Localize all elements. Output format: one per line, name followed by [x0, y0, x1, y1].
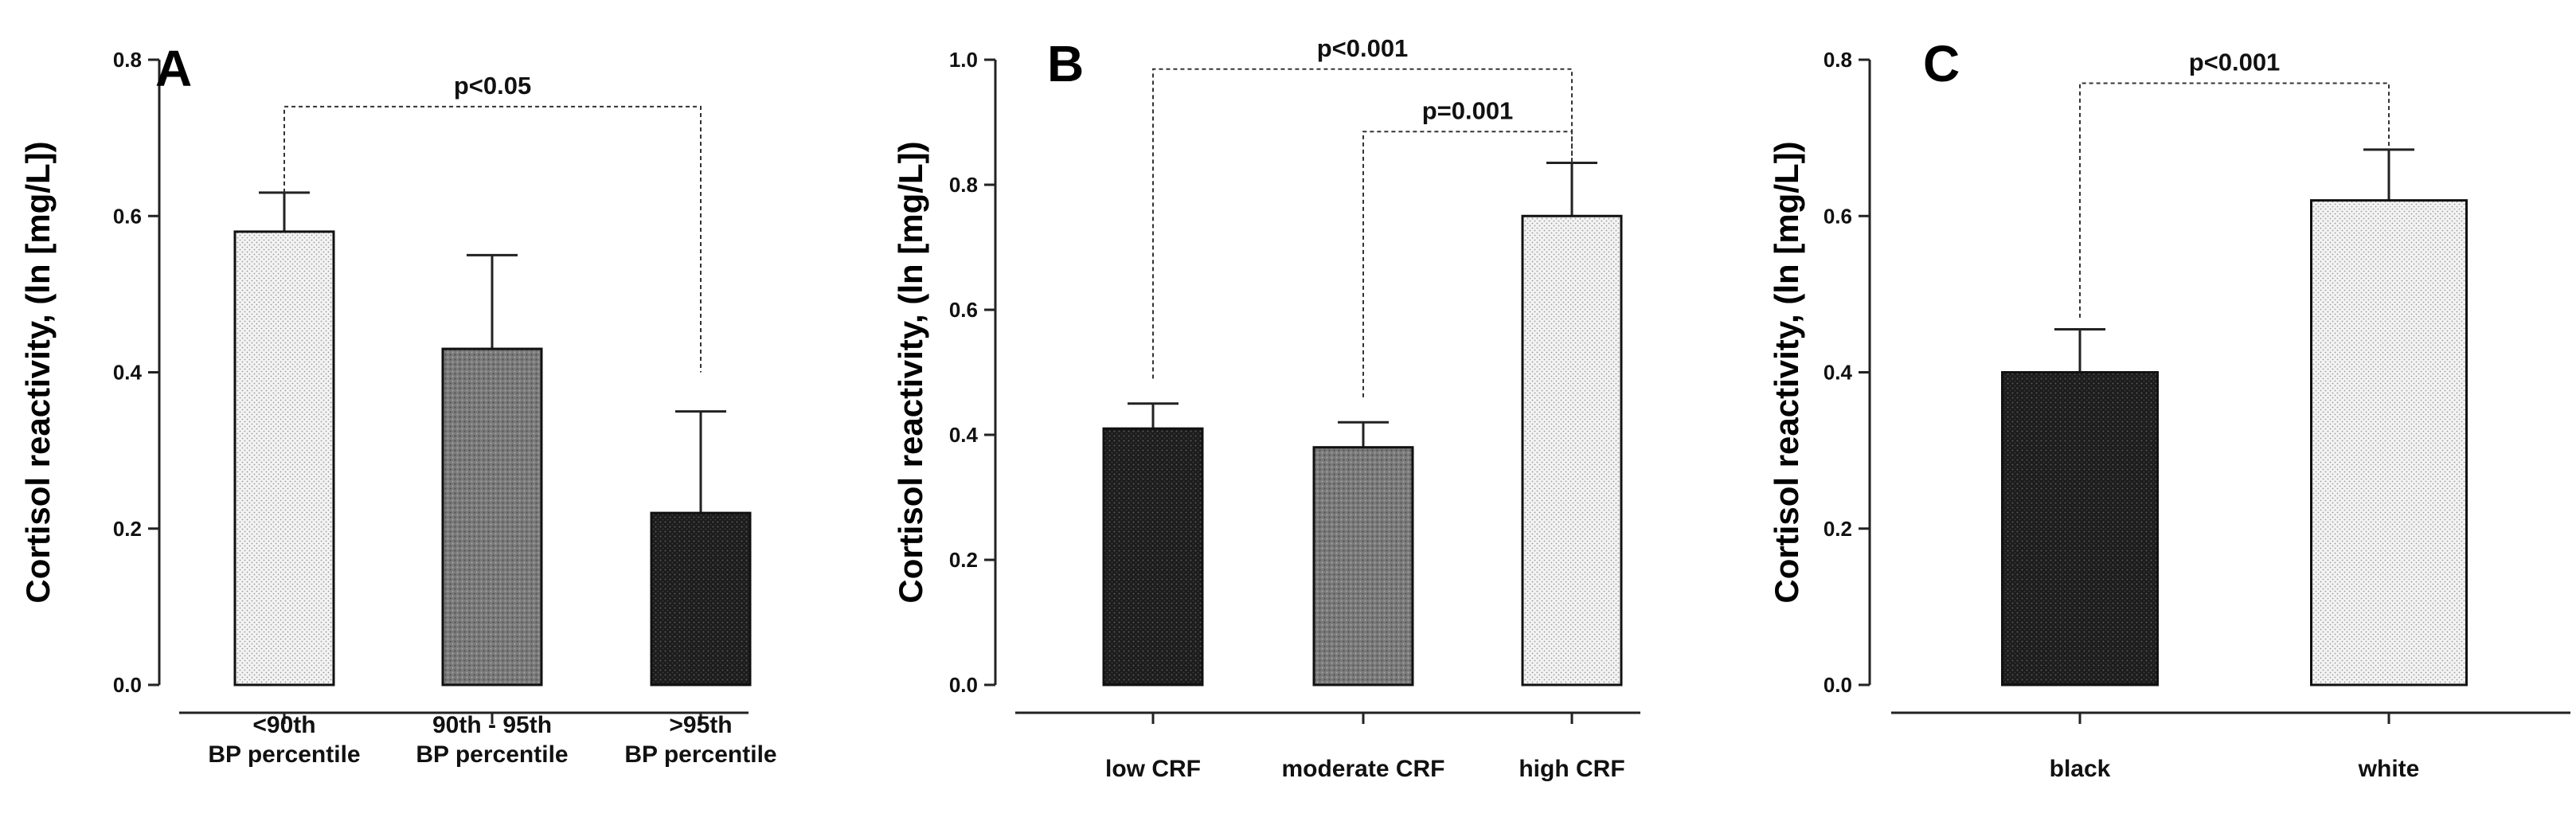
y-tick-label: 0.6 [113, 204, 142, 228]
category-label: BP percentile [624, 741, 776, 768]
bar [1312, 446, 1414, 686]
bar [233, 230, 335, 686]
category-label: high CRF [1519, 756, 1624, 782]
category-label: <90th [252, 712, 315, 738]
y-tick-label: 0.8 [1824, 48, 1852, 72]
bar [1521, 214, 1623, 686]
y-tick-label: 0.6 [1824, 204, 1852, 228]
y-tick-label: 0.0 [113, 673, 142, 697]
y-tick-label: 0.0 [949, 673, 978, 697]
y-tick-label: 0.2 [1824, 517, 1852, 541]
y-tick-label: 0.6 [949, 298, 978, 322]
bar [2310, 199, 2468, 686]
panel-b: 0.0 0.2 0.4 0.6 0.8 1.0 Cortisol reactivity, (… [892, 34, 1640, 782]
significance-label: p=0.001 [1422, 96, 1514, 124]
y-tick-label: 0.0 [1824, 673, 1852, 697]
bar [650, 511, 752, 686]
y-tick-label: 0.8 [113, 48, 142, 72]
y-tick-label: 0.4 [949, 423, 979, 447]
bar [1102, 427, 1204, 686]
significance-bracket [2079, 82, 2390, 318]
y-tick-label: 0.2 [949, 548, 978, 572]
bar [441, 347, 543, 686]
category-label: black [2050, 756, 2111, 782]
y-tick-label: 0.2 [113, 517, 142, 541]
y-tick-label: 0.4 [1824, 361, 1853, 385]
y-tick-label: 0.8 [949, 173, 978, 197]
category-label: low CRF [1105, 756, 1201, 782]
category-label: moderate CRF [1281, 756, 1444, 782]
significance-label: p<0.05 [454, 72, 531, 100]
category-label: >95th [669, 712, 732, 738]
panel-letter: C [1923, 35, 1960, 92]
bar [2001, 371, 2159, 686]
y-axis-title: Cortisol reactivity, (ln [mg/L]) [1768, 141, 1805, 603]
category-label: white [2358, 756, 2420, 782]
panel-letter: A [155, 40, 192, 97]
y-tick-label: 0.4 [113, 361, 143, 385]
category-label: BP percentile [208, 741, 360, 768]
y-axis-title: Cortisol reactivity, (ln [mg/L]) [892, 141, 929, 603]
panel-a: 0.0 0.2 0.4 0.6 0.8 Cortisol reactivity, (ln … [19, 40, 777, 768]
category-label: 90th - 95th [432, 712, 552, 738]
y-axis-title: Cortisol reactivity, (ln [mg/L]) [19, 141, 57, 603]
panel-letter: B [1047, 35, 1084, 92]
category-label: BP percentile [416, 741, 568, 768]
y-tick-label: 1.0 [949, 48, 978, 72]
significance-bracket [1362, 131, 1573, 397]
significance-label: p<0.001 [1317, 34, 1409, 62]
significance-bracket [283, 105, 702, 373]
significance-bracket [1152, 68, 1573, 379]
significance-label: p<0.001 [2189, 48, 2281, 76]
panel-c: 0.0 0.2 0.4 0.6 0.8 Cortisol reactivity, (ln … [1768, 35, 2570, 782]
